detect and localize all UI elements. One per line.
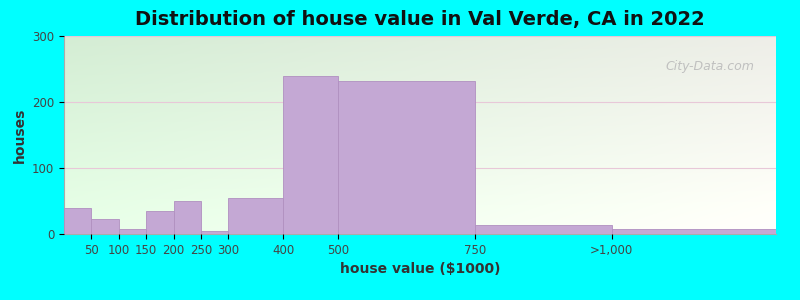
Text: City-Data.com: City-Data.com bbox=[666, 60, 754, 73]
Bar bbox=[201, 231, 228, 234]
Bar bbox=[64, 208, 91, 234]
Title: Distribution of house value in Val Verde, CA in 2022: Distribution of house value in Val Verde… bbox=[135, 10, 705, 29]
Y-axis label: houses: houses bbox=[13, 107, 26, 163]
Bar bbox=[612, 229, 776, 234]
Bar bbox=[146, 211, 174, 234]
Bar bbox=[228, 198, 283, 234]
Bar bbox=[118, 230, 146, 234]
X-axis label: house value ($1000): house value ($1000) bbox=[340, 262, 500, 276]
Bar bbox=[174, 201, 201, 234]
Bar bbox=[283, 76, 338, 234]
Bar bbox=[91, 220, 118, 234]
Bar bbox=[338, 81, 474, 234]
Bar bbox=[474, 225, 612, 234]
